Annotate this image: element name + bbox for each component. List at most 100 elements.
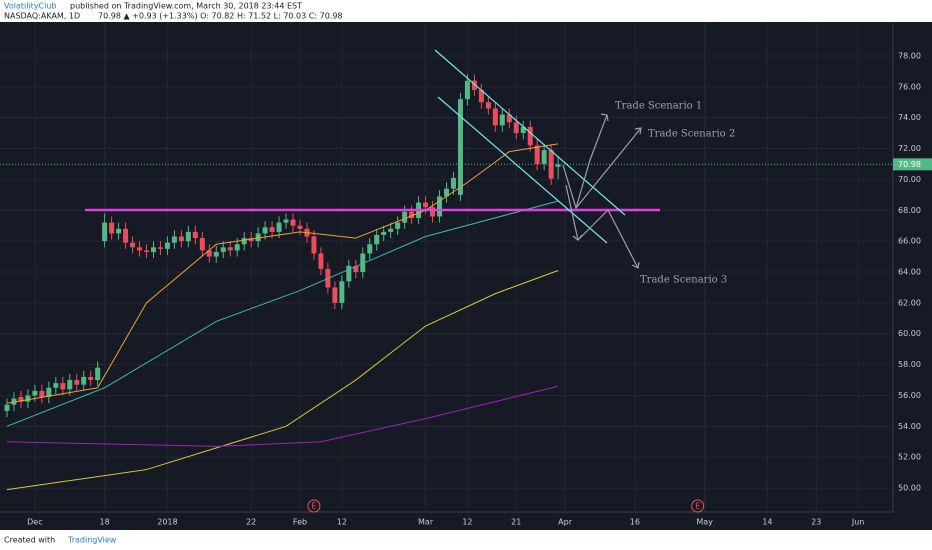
candle-body	[450, 177, 456, 189]
candle-body	[248, 238, 254, 242]
y-tick-label: 62.00	[898, 298, 921, 307]
candle-body	[255, 233, 261, 242]
candle-body	[220, 247, 226, 252]
candle-body	[109, 222, 115, 234]
candle-body	[527, 126, 533, 146]
candle-body	[18, 397, 24, 402]
arrows	[562, 113, 642, 269]
candle-body	[116, 228, 122, 234]
x-tick-label: 23	[811, 518, 821, 527]
x-tick-label: 12	[337, 518, 347, 527]
moving-average	[6, 200, 559, 427]
y-tick-label: 70.00	[898, 175, 921, 184]
annotation: Trade Scenario 2	[648, 129, 735, 140]
candle-body	[262, 227, 268, 234]
candle-body	[548, 150, 554, 179]
footer-brand[interactable]: TradingView	[67, 536, 117, 545]
annotation: Trade Scenario 3	[640, 275, 727, 286]
event-marker	[691, 499, 705, 513]
x-tick-label: 16	[630, 518, 640, 527]
last-price-tag	[893, 158, 932, 171]
arrow-1-head	[600, 113, 609, 122]
x-tick-label: 2018	[157, 518, 177, 527]
x-tick-label: Apr	[558, 518, 573, 527]
drawings	[85, 49, 660, 269]
published: published on TradingView.com, March 30, …	[70, 2, 302, 11]
candle-body	[241, 238, 247, 245]
moving-average	[6, 270, 559, 491]
candle-body	[123, 228, 129, 243]
arrow-4	[577, 208, 639, 269]
candle-body	[283, 219, 289, 223]
candle-body	[471, 80, 477, 90]
candle-body	[81, 376, 87, 385]
candle-body	[478, 89, 484, 103]
y-tick-label: 78.00	[898, 51, 921, 60]
candle-body	[150, 247, 156, 252]
candle-body	[311, 236, 317, 254]
x-tick-label: May	[696, 518, 713, 527]
channel-bottom	[437, 96, 608, 244]
candle-body	[157, 247, 163, 249]
moving-average	[6, 143, 559, 404]
x-tick-label: Mar	[418, 518, 434, 527]
candle-body	[39, 390, 45, 398]
candle-body	[32, 390, 38, 396]
candle-body	[513, 122, 519, 134]
y-tick-label: 58.00	[898, 360, 921, 369]
candle-body	[144, 250, 150, 252]
candle-body	[339, 281, 345, 303]
candle-body	[353, 265, 359, 273]
candle-body	[430, 207, 436, 217]
x-tick-label: 21	[511, 518, 521, 527]
y-tick-label: 54.00	[898, 422, 921, 431]
publisher[interactable]: VolatilityClub	[4, 2, 57, 11]
candle-body	[199, 238, 205, 251]
candle-body	[46, 387, 52, 398]
quote: 70.98 ▲ +0.93 (+1.33%) O: 70.82 H: 71.52…	[98, 12, 343, 21]
event-label: E	[695, 502, 700, 511]
y-tick-label: 56.00	[898, 391, 921, 400]
arrow-3	[565, 184, 579, 241]
candle-body	[185, 231, 191, 242]
candle-body	[534, 145, 540, 164]
y-tick-label: 52.00	[898, 453, 921, 462]
candle-body	[60, 383, 66, 390]
candle-body	[423, 202, 429, 208]
arrow-2	[575, 127, 642, 209]
candle-body	[269, 227, 275, 232]
candle-body	[318, 253, 324, 269]
x-tick-label: 22	[246, 518, 256, 527]
candle-body	[360, 253, 366, 273]
symbol: NASDAQ:AKAM, 1D	[4, 12, 80, 21]
candle-body	[499, 114, 505, 126]
candle-body	[297, 225, 303, 229]
candle-body	[227, 247, 233, 251]
y-tick-label: 60.00	[898, 329, 921, 338]
candle-body	[171, 236, 177, 243]
x-tick-label: Jun	[851, 518, 865, 527]
candle-body	[213, 251, 219, 257]
candle-body	[102, 222, 108, 242]
candle-body	[346, 265, 352, 282]
candle-body	[444, 188, 449, 197]
candle-body	[164, 242, 170, 249]
y-tick-label: 64.00	[898, 268, 921, 277]
candle-body	[541, 150, 547, 164]
candle-body	[192, 231, 198, 239]
candle-body	[367, 244, 373, 254]
candle-body	[206, 250, 212, 257]
candle-body	[290, 219, 296, 226]
candle-body	[88, 376, 94, 381]
candle-body	[555, 164, 561, 167]
x-tick-label: Dec	[27, 518, 42, 527]
candle-body	[4, 404, 10, 411]
footer-created: Created with	[4, 536, 55, 545]
candle-body	[409, 211, 415, 218]
x-tick-label: 18	[100, 518, 110, 527]
footer-bg	[0, 530, 932, 550]
candle-body	[332, 287, 338, 303]
arrow-2-head	[634, 127, 642, 135]
